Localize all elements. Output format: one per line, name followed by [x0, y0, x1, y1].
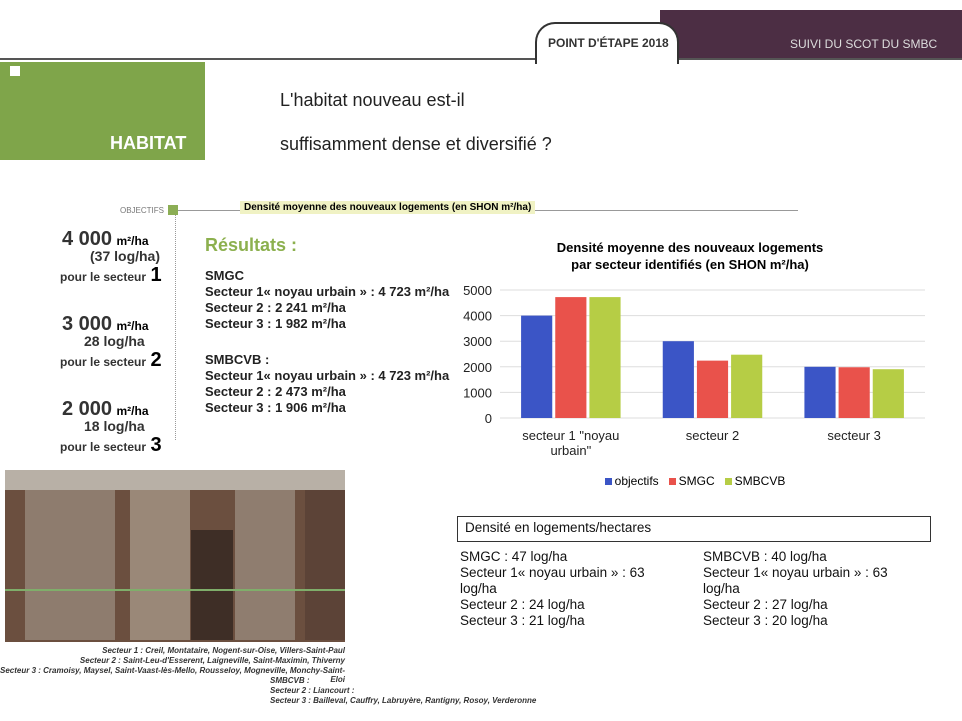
chart-title: Densité moyenne des nouveaux logements	[440, 240, 940, 255]
objectives-label: OBJECTIFS	[120, 206, 164, 215]
objective-sector-number: 2	[150, 349, 161, 371]
objective-sector: pour le secteur 1	[60, 264, 162, 287]
objective-sector-text: pour le secteur	[60, 270, 146, 284]
density-title: Densité en logements/hectares	[465, 520, 651, 536]
density-line: Secteur 2 : 24 log/ha	[460, 597, 675, 613]
x-tick-label: secteur 2	[662, 428, 764, 443]
results-group: SMBCVB :	[205, 352, 269, 368]
photo	[5, 470, 345, 642]
caption-line: Secteur 3 : Bailleval, Cauffry, Labruyèr…	[270, 696, 536, 705]
bar	[555, 297, 586, 418]
legend-label: SMGC	[679, 474, 715, 488]
bar	[663, 341, 694, 418]
legend-swatch	[605, 478, 612, 485]
y-tick-label: 5000	[463, 283, 492, 298]
objective-log: 18 log/ha	[84, 418, 145, 434]
y-tick-label: 4000	[463, 309, 492, 324]
divider	[175, 215, 176, 440]
objective-number: 2 000	[62, 398, 112, 420]
banner-text: SUIVI DU SCOT DU SMBC	[790, 37, 937, 51]
results-line: Secteur 2 : 2 473 m²/ha	[205, 384, 346, 400]
bar	[873, 369, 904, 418]
chart: 0 1000 2000 3000 4000 5000	[440, 275, 940, 435]
objective-sector-number: 3	[150, 434, 161, 456]
legend-label: objectifs	[615, 474, 659, 488]
page: SUIVI DU SCOT DU SMBC POINT D'ÉTAPE 2018…	[0, 0, 962, 721]
density-line: Secteur 2 : 27 log/ha	[703, 597, 918, 613]
density-line: Secteur 1« noyau urbain » : 63 log/ha	[703, 565, 918, 597]
y-tick-label: 0	[485, 411, 492, 426]
results-line: Secteur 3 : 1 906 m²/ha	[205, 400, 346, 416]
y-tick-label: 2000	[463, 360, 492, 375]
objective-sector: pour le secteur 2	[60, 349, 162, 372]
caption-line: SMBCVB :	[270, 676, 310, 685]
results-line: Secteur 1« noyau urbain » : 4 723 m²/ha	[205, 284, 449, 300]
objective-log: 28 log/ha	[84, 333, 145, 349]
objective-unit: m²/ha	[117, 319, 149, 333]
legend-swatch	[725, 478, 732, 485]
marker	[168, 205, 178, 215]
y-tick-label: 1000	[463, 385, 492, 400]
density-line: Secteur 3 : 21 log/ha	[460, 613, 675, 629]
objective-sector-number: 1	[150, 264, 161, 286]
bar	[804, 367, 835, 418]
chart-title: par secteur identifiés (en SHON m²/ha)	[440, 257, 940, 272]
section-square	[10, 66, 20, 76]
section-title: HABITAT	[110, 133, 186, 154]
objective-number: 4 000	[62, 228, 112, 250]
bar	[697, 361, 728, 418]
x-tick-label: secteur 3	[803, 428, 905, 443]
legend-label: SMBCVB	[735, 474, 786, 488]
bar	[731, 355, 762, 418]
density-line: SMGC : 47 log/ha	[460, 549, 675, 565]
bar	[521, 316, 552, 418]
objective-unit: m²/ha	[117, 234, 149, 248]
objective-sector-text: pour le secteur	[60, 440, 146, 454]
title: L'habitat nouveau est-il	[280, 90, 465, 111]
results-line: Secteur 3 : 1 982 m²/ha	[205, 316, 346, 332]
density-line: Secteur 3 : 20 log/ha	[703, 613, 918, 629]
caption-line: Secteur 2 : Saint-Leu-d'Esserent, Laigne…	[80, 656, 345, 665]
objective-number: 3 000	[62, 313, 112, 335]
x-tick-label: secteur 1 "noyau urbain"	[520, 428, 622, 458]
header-line	[0, 58, 962, 60]
results-line: Secteur 2 : 2 241 m²/ha	[205, 300, 346, 316]
legend-swatch	[669, 478, 676, 485]
caption-line: Secteur 1 : Creil, Montataire, Nogent-su…	[102, 646, 345, 655]
objective-sector: pour le secteur 3	[60, 434, 162, 457]
legend: objectifs SMGC SMBCVB	[440, 474, 940, 488]
results-title: Résultats :	[205, 235, 297, 256]
y-tick-label: 3000	[463, 334, 492, 349]
objective-unit: m²/ha	[117, 404, 149, 418]
tab-text: POINT D'ÉTAPE 2018	[548, 36, 669, 50]
results-group: SMGC	[205, 268, 244, 284]
bar	[589, 297, 620, 418]
objective-sector-text: pour le secteur	[60, 355, 146, 369]
density-line: Secteur 1« noyau urbain » : 63 log/ha	[460, 565, 675, 597]
indicator: Densité moyenne des nouveaux logements (…	[240, 201, 535, 214]
results-line: Secteur 1« noyau urbain » : 4 723 m²/ha	[205, 368, 449, 384]
objective-log: (37 log/ha)	[90, 248, 160, 264]
title: suffisamment dense et diversifié ?	[280, 134, 552, 155]
density-line: SMBCVB : 40 log/ha	[703, 549, 918, 565]
caption-line: Secteur 2 : Liancourt :	[270, 686, 354, 695]
bar	[839, 367, 870, 418]
